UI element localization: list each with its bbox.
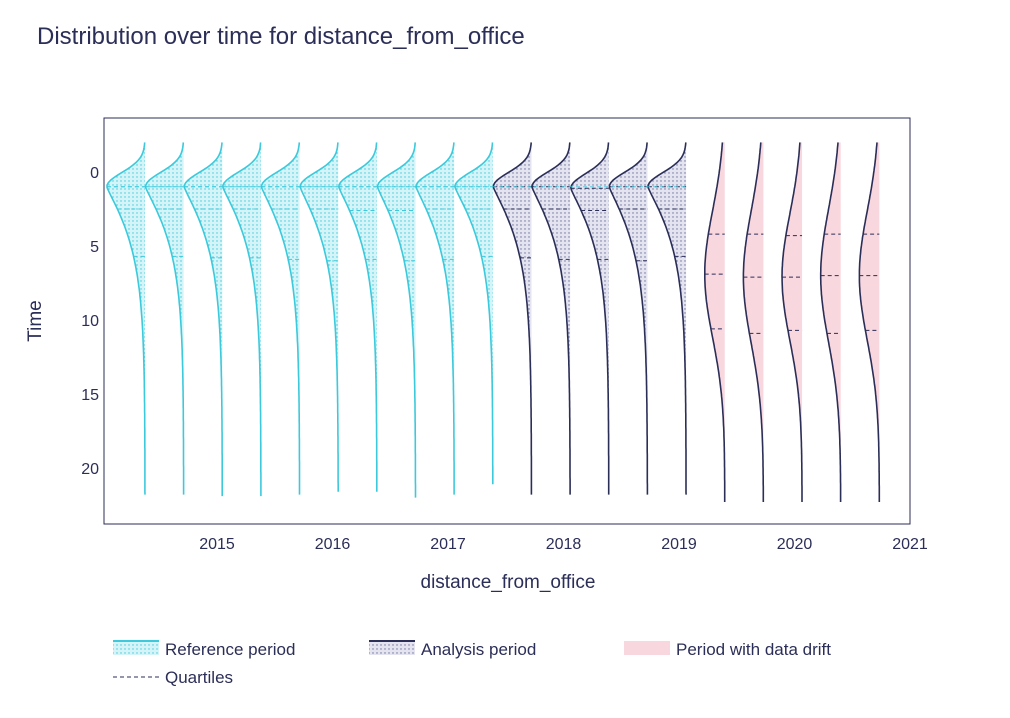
- violin-outline: [260, 142, 301, 495]
- violin-outline: [299, 142, 339, 492]
- violin-outline: [742, 142, 765, 502]
- y-tick-label-0: 0: [90, 165, 99, 182]
- violin-outline: [453, 142, 494, 485]
- legend-label-quartiles: Quartiles: [165, 668, 233, 687]
- legend-swatch-analysis: [369, 641, 415, 655]
- y-axis-ticks: 0 5 10 15 20: [81, 165, 99, 478]
- violin-drift-19[interactable]: [819, 142, 842, 503]
- x-axis-title: distance_from_office: [421, 572, 596, 593]
- violin-fill: [820, 142, 841, 503]
- violin-reference-8[interactable]: [376, 142, 417, 498]
- violin-analysis-13[interactable]: [569, 142, 610, 495]
- violin-reference-10[interactable]: [453, 142, 494, 485]
- violin-analysis-11[interactable]: [492, 142, 533, 495]
- violin-fill: [184, 142, 223, 497]
- violin-fill: [859, 142, 880, 503]
- x-axis-ticks: 2015 2016 2017 2018 2019 2020 2021: [199, 536, 928, 553]
- violin-drift-18[interactable]: [781, 142, 803, 503]
- violin-fill: [532, 142, 571, 495]
- x-tick-label-2018: 2018: [546, 536, 582, 553]
- legend-label-reference: Reference period: [165, 640, 295, 659]
- violin-drift-20[interactable]: [858, 142, 881, 503]
- violin-group: [106, 142, 881, 503]
- violin-fill: [416, 142, 455, 495]
- y-tick-label-10: 10: [81, 313, 99, 330]
- violin-outline: [183, 142, 223, 497]
- plot-area-frame: [103, 117, 911, 525]
- violin-fill: [570, 142, 609, 495]
- violin-outline: [106, 142, 146, 495]
- y-tick-label-15: 15: [81, 387, 99, 404]
- violin-drift-16[interactable]: [704, 142, 726, 503]
- violin-fill: [782, 142, 803, 503]
- violin-outline: [781, 142, 803, 502]
- violin-outline: [376, 142, 417, 498]
- violin-outline: [144, 142, 185, 495]
- legend-swatch-reference: [113, 641, 159, 655]
- violin-reference-1[interactable]: [106, 142, 146, 495]
- violin-reference-3[interactable]: [183, 142, 223, 497]
- violin-reference-2[interactable]: [144, 142, 185, 495]
- legend-item-drift[interactable]: Period with data drift: [624, 640, 831, 659]
- violin-outline: [415, 142, 455, 495]
- violin-fill: [107, 142, 145, 495]
- violin-fill: [743, 142, 764, 503]
- violin-fill: [261, 142, 300, 495]
- x-tick-label-2021: 2021: [892, 536, 928, 553]
- violin-analysis-15[interactable]: [647, 142, 687, 495]
- violin-reference-7[interactable]: [338, 142, 378, 492]
- x-tick-label-2019: 2019: [661, 536, 697, 553]
- violin-outline: [569, 142, 610, 495]
- y-tick-label-5: 5: [90, 239, 99, 256]
- violin-fill: [300, 142, 339, 492]
- violin-fill: [222, 142, 261, 497]
- violin-outline: [608, 142, 649, 495]
- violin-fill: [145, 142, 184, 495]
- violin-reference-9[interactable]: [415, 142, 455, 495]
- violin-drift-17[interactable]: [742, 142, 765, 503]
- violin-analysis-14[interactable]: [608, 142, 649, 495]
- legend-item-quartiles[interactable]: Quartiles: [113, 668, 233, 687]
- y-axis-title: Time: [25, 300, 46, 342]
- violin-fill: [704, 142, 725, 503]
- violin-fill: [338, 142, 377, 492]
- violin-fill: [648, 142, 687, 495]
- x-tick-label-2015: 2015: [199, 536, 235, 553]
- legend-item-analysis[interactable]: Analysis period: [369, 640, 536, 659]
- violin-fill: [377, 142, 416, 498]
- x-tick-label-2016: 2016: [315, 536, 351, 553]
- violin-fill: [454, 142, 493, 485]
- violin-outline: [338, 142, 378, 492]
- violin-outline: [647, 142, 687, 495]
- violin-reference-4[interactable]: [222, 142, 262, 497]
- legend: Reference period Analysis period Period …: [113, 640, 831, 687]
- x-tick-label-2020: 2020: [777, 536, 813, 553]
- violin-fill: [493, 142, 532, 495]
- violin-outline: [492, 142, 533, 495]
- violin-outline: [704, 142, 726, 502]
- x-tick-label-2017: 2017: [430, 536, 466, 553]
- violin-outline: [819, 142, 842, 502]
- violin-reference-5[interactable]: [260, 142, 301, 495]
- legend-item-reference[interactable]: Reference period: [113, 640, 295, 659]
- violin-outline: [858, 142, 881, 502]
- violin-outline: [531, 142, 571, 495]
- legend-label-analysis: Analysis period: [421, 640, 536, 659]
- legend-label-drift: Period with data drift: [676, 640, 831, 659]
- violin-fill: [609, 142, 648, 495]
- violin-reference-6[interactable]: [299, 142, 339, 492]
- y-tick-label-20: 20: [81, 461, 99, 478]
- legend-swatch-drift: [624, 641, 670, 655]
- chart-title: Distribution over time for distance_from…: [37, 23, 525, 50]
- violin-analysis-12[interactable]: [531, 142, 571, 495]
- violin-outline: [222, 142, 262, 497]
